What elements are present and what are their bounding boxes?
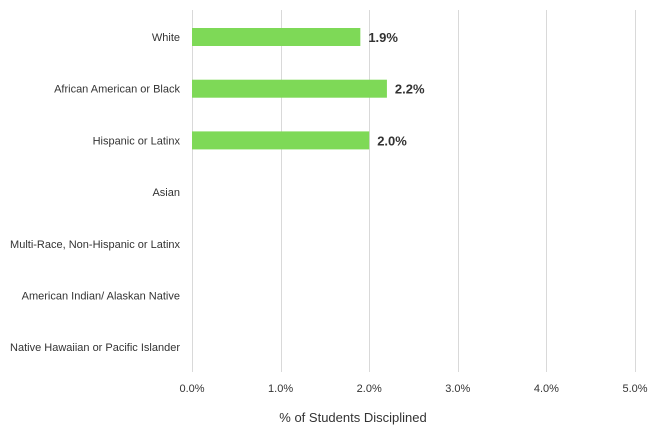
x-tick-labels: 0.0% 1.0% 2.0% 3.0% 4.0% 5.0% (179, 383, 647, 395)
bars (192, 28, 387, 150)
bar (192, 28, 361, 46)
category-label: African American or Black (54, 84, 180, 96)
data-label: 1.9% (368, 30, 398, 45)
x-tick-label: 3.0% (445, 383, 470, 395)
category-labels: White African American or Black Hispanic o… (10, 32, 180, 354)
category-label: Asian (152, 187, 180, 199)
x-tick-label: 5.0% (622, 383, 647, 395)
x-tick-label: 4.0% (534, 383, 559, 395)
data-label: 2.2% (395, 82, 425, 97)
category-label: American Indian/ Alaskan Native (22, 291, 180, 303)
category-label: Native Hawaiian or Pacific Islander (10, 342, 180, 354)
bar (192, 79, 387, 98)
category-label: White (152, 32, 180, 44)
gridlines (192, 10, 636, 372)
x-tick-label: 0.0% (179, 383, 204, 395)
bar (192, 131, 370, 150)
x-tick-label: 1.0% (268, 383, 293, 395)
x-axis-title: % of Students Disciplined (279, 410, 426, 425)
data-label: 2.0% (377, 133, 407, 148)
x-tick-label: 2.0% (357, 383, 382, 395)
data-labels: 1.9% 2.2% 2.0% (368, 30, 425, 148)
category-label: Hispanic or Latinx (93, 135, 181, 147)
category-label: Multi-Race, Non-Hispanic or Latinx (10, 239, 180, 251)
